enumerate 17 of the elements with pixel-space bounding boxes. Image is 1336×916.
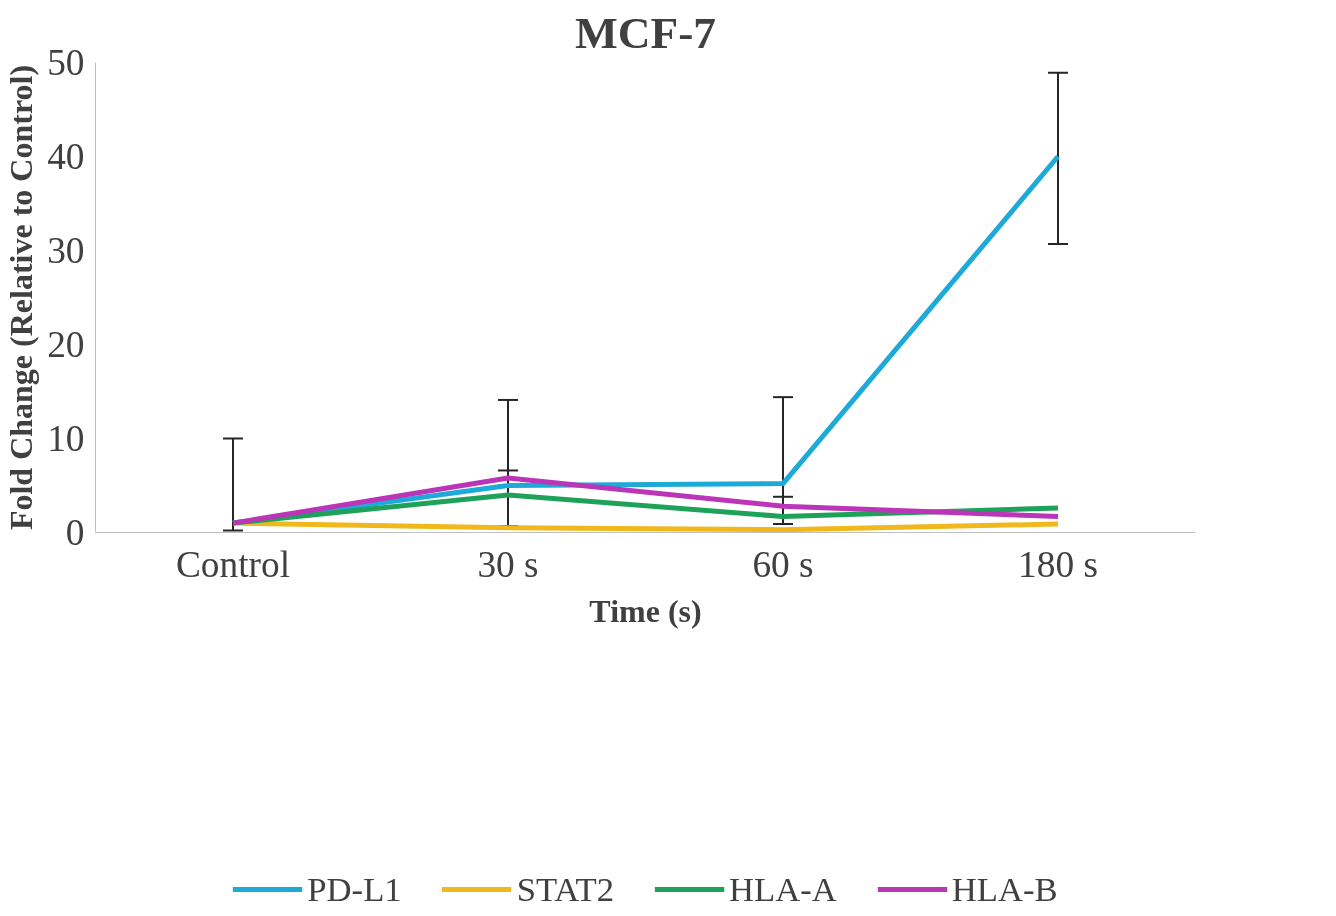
legend-label: STAT2 bbox=[516, 869, 615, 909]
legend-label: HLA-A bbox=[729, 869, 837, 909]
y-tick-label: 0 bbox=[65, 512, 85, 553]
chart-title: MCF-7 bbox=[575, 7, 716, 58]
y-tick-label: 50 bbox=[47, 42, 85, 83]
x-tick-label: 60 s bbox=[752, 543, 814, 585]
y-tick-label: 10 bbox=[47, 418, 85, 459]
x-tick-label: 30 s bbox=[477, 543, 539, 585]
legend-label: HLA-B bbox=[951, 869, 1058, 909]
x-tick-label: 180 s bbox=[1018, 543, 1098, 585]
y-tick-label: 20 bbox=[47, 324, 85, 365]
x-axis-title: Time (s) bbox=[589, 592, 702, 629]
x-tick-label: Control bbox=[175, 543, 291, 585]
y-tick-label: 40 bbox=[47, 136, 85, 177]
legend-label: PD-L1 bbox=[307, 869, 402, 909]
y-tick-label: 30 bbox=[47, 230, 85, 271]
y-axis-title: Fold Change (Relative to Control) bbox=[3, 64, 40, 531]
